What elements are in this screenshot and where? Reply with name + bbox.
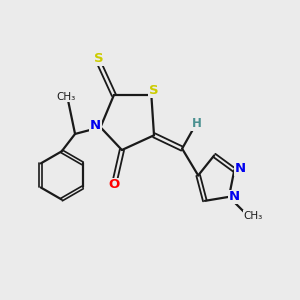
Text: N: N <box>235 162 246 175</box>
Text: S: S <box>149 84 159 97</box>
Text: O: O <box>108 178 119 191</box>
Text: N: N <box>229 190 240 203</box>
Text: S: S <box>94 52 104 65</box>
Text: CH₃: CH₃ <box>243 211 263 220</box>
Text: CH₃: CH₃ <box>56 92 75 102</box>
Text: N: N <box>90 118 101 132</box>
Text: H: H <box>192 117 202 130</box>
